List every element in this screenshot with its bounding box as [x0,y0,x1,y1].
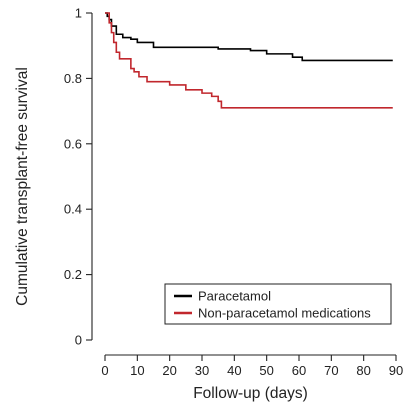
legend-label-non-paracetamol: Non-paracetamol medications [198,306,371,321]
x-tick-label: 40 [227,363,241,378]
x-axis-label: Follow-up (days) [193,385,308,402]
axes: 0 0.2 0.4 0.6 0.8 1 0 10 20 30 40 50 60 70 80 90 [64,6,403,379]
legend-box [164,283,392,325]
series-layer [105,12,393,109]
x-tick-label: 30 [195,363,209,378]
y-tick-label: 0.6 [64,136,82,151]
y-tick-label: 0.2 [64,267,82,282]
y-tick-label: 0.4 [64,202,82,217]
y-tick-label: 1 [75,6,82,21]
x-tick-label: 80 [356,363,370,378]
legend: Paracetamol Non-paracetamol medications [164,283,392,325]
y-tick-label: 0.8 [64,71,82,86]
x-tick-label: 10 [130,363,144,378]
x-tick-label: 50 [259,363,273,378]
legend-label-paracetamol: Paracetamol [198,289,271,304]
y-axis-label: Cumulative transplant-free survival [14,67,31,306]
series-line-non-paracetamol [105,12,393,109]
x-tick-label: 20 [162,363,176,378]
x-axis-ticks: 0 10 20 30 40 50 60 70 80 90 [101,355,403,378]
y-tick-label: 0 [75,333,82,348]
x-tick-label: 0 [101,363,108,378]
x-tick-label: 70 [324,363,338,378]
series-line-paracetamol [105,12,393,62]
x-tick-label: 90 [389,363,403,378]
x-tick-label: 60 [292,363,306,378]
y-axis-ticks: 0 0.2 0.4 0.6 0.8 1 [64,6,92,348]
